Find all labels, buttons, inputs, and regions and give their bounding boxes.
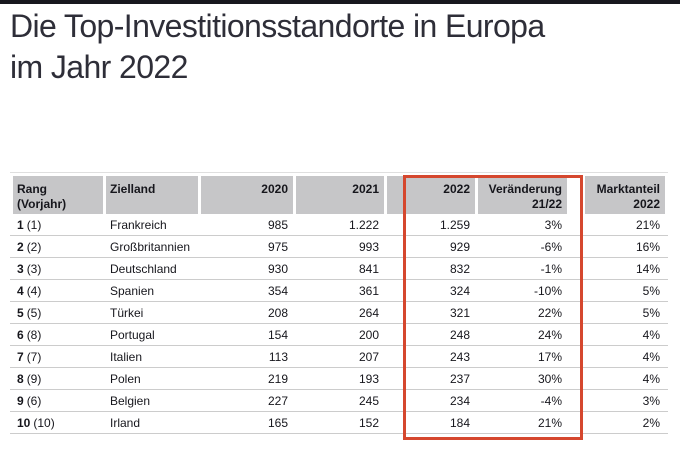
cell-marktanteil: 14% bbox=[635, 261, 660, 276]
cell-rang: 8 (9) bbox=[17, 371, 42, 386]
cell-2020: 113 bbox=[268, 349, 288, 364]
cell-marktanteil: 5% bbox=[642, 305, 660, 320]
cell-rang: 2 (2) bbox=[17, 239, 42, 254]
table-body: 1 (1) Frankreich 985 1.222 1.259 3% 21% 2… bbox=[10, 214, 668, 434]
cell-marktanteil: 4% bbox=[642, 327, 660, 342]
cell-rang: 10 (10) bbox=[17, 415, 55, 430]
cell-veraenderung: -10% bbox=[533, 283, 562, 298]
table-row: 1 (1) Frankreich 985 1.222 1.259 3% 21% bbox=[10, 214, 668, 236]
cell-rang: 3 (3) bbox=[17, 261, 42, 276]
cell-2020: 354 bbox=[267, 283, 288, 298]
cell-marktanteil: 4% bbox=[642, 371, 660, 386]
table-row: 6 (8) Portugal 154 200 248 24% 4% bbox=[10, 324, 668, 346]
cell-2020: 227 bbox=[267, 393, 288, 408]
cell-2022: 184 bbox=[449, 415, 470, 430]
cell-2021: 361 bbox=[358, 283, 379, 298]
header-cell-2020: 2020 bbox=[201, 176, 293, 214]
cell-veraenderung: 3% bbox=[544, 217, 562, 232]
cell-zielland: Belgien bbox=[110, 393, 151, 408]
cell-veraenderung: -1% bbox=[540, 261, 562, 276]
cell-rang: 5 (5) bbox=[17, 305, 42, 320]
cell-marktanteil: 2% bbox=[642, 415, 660, 430]
cell-rang: 4 (4) bbox=[17, 283, 42, 298]
cell-rang: 9 (6) bbox=[17, 393, 42, 408]
header-spacer bbox=[570, 176, 582, 214]
header-cell-marktanteil: Marktanteil 2022 bbox=[585, 176, 665, 214]
cell-zielland: Großbritannien bbox=[110, 239, 191, 254]
cell-2022: 243 bbox=[449, 349, 470, 364]
table-row: 8 (9) Polen 219 193 237 30% 4% bbox=[10, 368, 668, 390]
cell-2020: 219 bbox=[267, 371, 288, 386]
cell-2021: 1.222 bbox=[348, 217, 379, 232]
cell-zielland: Türkei bbox=[110, 305, 144, 320]
cell-marktanteil: 3% bbox=[642, 393, 660, 408]
cell-2022: 324 bbox=[449, 283, 470, 298]
cell-veraenderung: 22% bbox=[537, 305, 562, 320]
cell-2021: 152 bbox=[358, 415, 379, 430]
cell-2021: 245 bbox=[358, 393, 379, 408]
cell-marktanteil: 16% bbox=[635, 239, 660, 254]
cell-2020: 154 bbox=[267, 327, 288, 342]
cell-2022: 248 bbox=[449, 327, 470, 342]
cell-zielland: Polen bbox=[110, 371, 141, 386]
cell-2022: 234 bbox=[449, 393, 470, 408]
cell-2021: 264 bbox=[358, 305, 379, 320]
cell-2022: 929 bbox=[449, 239, 470, 254]
cell-2020: 985 bbox=[267, 217, 288, 232]
cell-zielland: Portugal bbox=[110, 327, 155, 342]
cell-2021: 993 bbox=[358, 239, 379, 254]
cell-2020: 930 bbox=[267, 261, 288, 276]
cell-zielland: Frankreich bbox=[110, 217, 167, 232]
cell-veraenderung: -6% bbox=[540, 239, 562, 254]
page-title-line2: im Jahr 2022 bbox=[10, 49, 188, 85]
cell-veraenderung: -4% bbox=[540, 393, 562, 408]
cell-marktanteil: 5% bbox=[642, 283, 660, 298]
cell-zielland: Irland bbox=[110, 415, 141, 430]
cell-2021: 841 bbox=[358, 261, 379, 276]
cell-rang: 1 (1) bbox=[17, 217, 42, 232]
header-cell-veraenderung: Veränderung 21/22 bbox=[478, 176, 567, 214]
cell-2022: 1.259 bbox=[439, 217, 470, 232]
header-cell-rang: Rang (Vorjahr) bbox=[13, 176, 103, 214]
header-cell-2021: 2021 bbox=[296, 176, 384, 214]
page-title: Die Top-Investitionsstandorte in Europa … bbox=[10, 6, 545, 88]
cell-2020: 208 bbox=[267, 305, 288, 320]
cell-marktanteil: 4% bbox=[642, 349, 660, 364]
cell-veraenderung: 24% bbox=[537, 327, 562, 342]
table-row: 9 (6) Belgien 227 245 234 -4% 3% bbox=[10, 390, 668, 412]
table-row: 4 (4) Spanien 354 361 324 -10% 5% bbox=[10, 280, 668, 302]
page-title-line1: Die Top-Investitionsstandorte in Europa bbox=[10, 8, 545, 44]
cell-2020: 975 bbox=[267, 239, 288, 254]
cell-2020: 165 bbox=[267, 415, 288, 430]
header-cell-2022: 2022 bbox=[387, 176, 475, 214]
table-row: 2 (2) Großbritannien 975 993 929 -6% 16% bbox=[10, 236, 668, 258]
table-row: 5 (5) Türkei 208 264 321 22% 5% bbox=[10, 302, 668, 324]
table-row: 10 (10) Irland 165 152 184 21% 2% bbox=[10, 412, 668, 434]
cell-marktanteil: 21% bbox=[635, 217, 660, 232]
cell-zielland: Italien bbox=[110, 349, 143, 364]
cell-zielland: Deutschland bbox=[110, 261, 177, 276]
table-top-line bbox=[10, 172, 668, 173]
cell-2021: 200 bbox=[358, 327, 379, 342]
header-cell-zielland: Zielland bbox=[106, 176, 198, 214]
cell-zielland: Spanien bbox=[110, 283, 155, 298]
cell-rang: 6 (8) bbox=[17, 327, 42, 342]
cell-2022: 321 bbox=[449, 305, 470, 320]
cell-veraenderung: 17% bbox=[537, 349, 562, 364]
cell-veraenderung: 21% bbox=[537, 415, 562, 430]
table-header: Rang (Vorjahr) Zielland 2020 2021 2022 V… bbox=[10, 176, 668, 214]
table-row: 3 (3) Deutschland 930 841 832 -1% 14% bbox=[10, 258, 668, 280]
cell-veraenderung: 30% bbox=[537, 371, 562, 386]
cell-rang: 7 (7) bbox=[17, 349, 42, 364]
cell-2021: 207 bbox=[358, 349, 379, 364]
investment-table: Rang (Vorjahr) Zielland 2020 2021 2022 V… bbox=[10, 172, 668, 434]
table-row: 7 (7) Italien 113 207 243 17% 4% bbox=[10, 346, 668, 368]
cell-2022: 237 bbox=[449, 371, 470, 386]
cell-2021: 193 bbox=[358, 371, 379, 386]
cell-2022: 832 bbox=[449, 261, 470, 276]
top-bar bbox=[0, 0, 680, 4]
